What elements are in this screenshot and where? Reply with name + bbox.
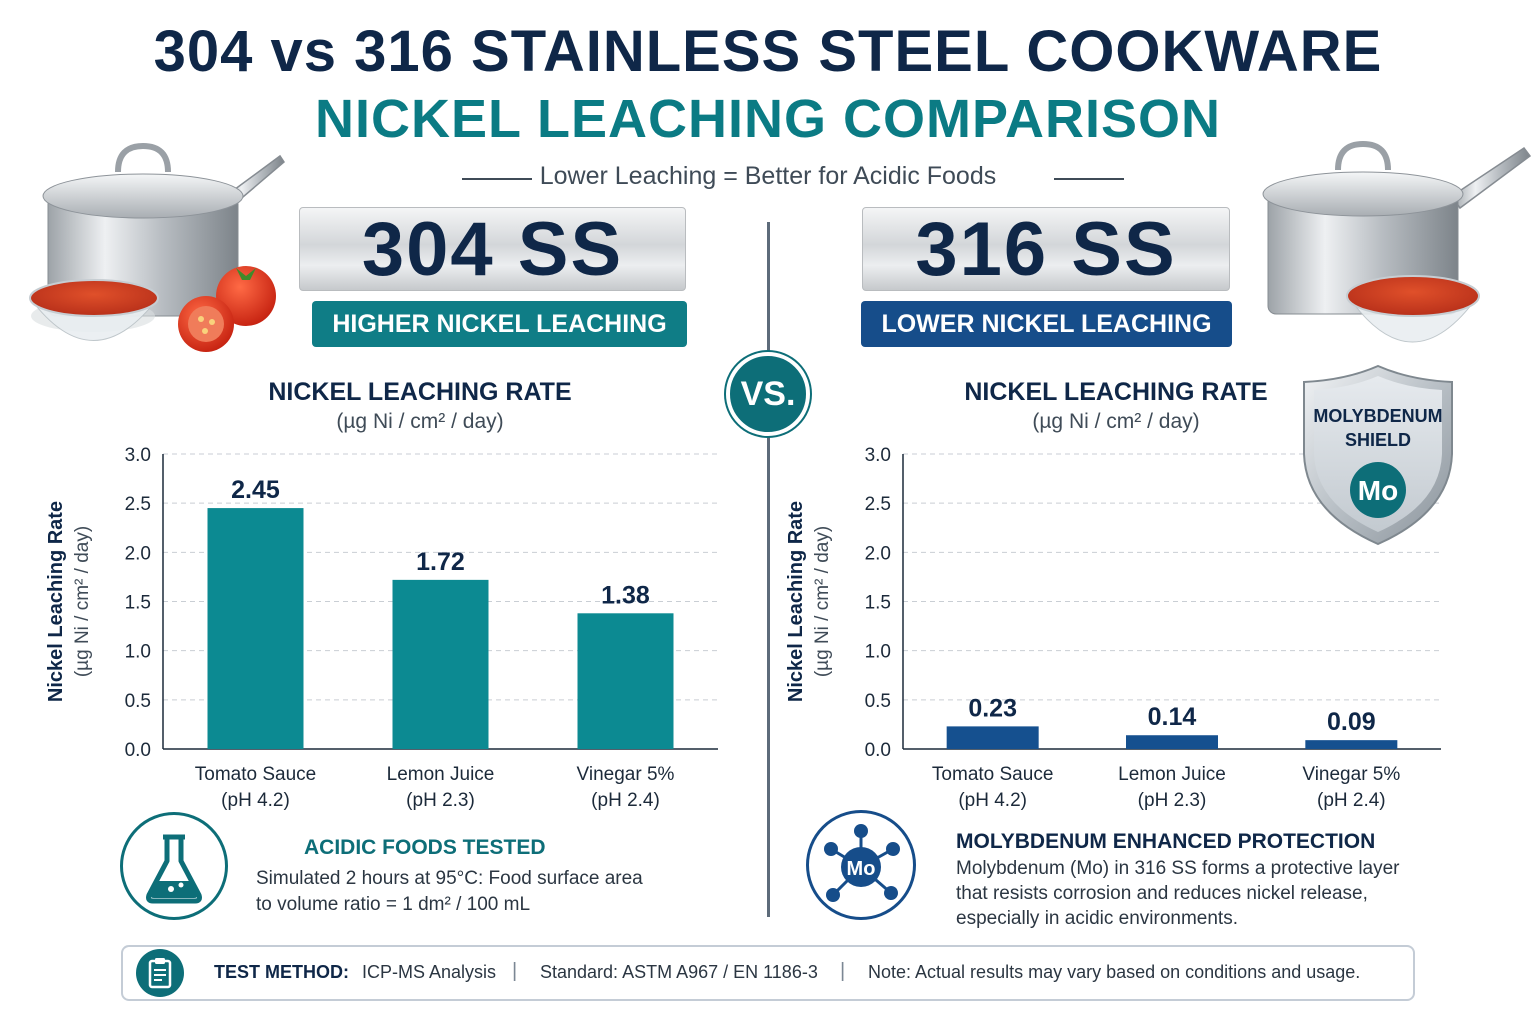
- footer-separator: |: [840, 960, 846, 982]
- steel-grade-304-label: 304 SS: [299, 207, 686, 292]
- left-chart-bar: [207, 508, 304, 749]
- left-chart-y-axis-label: Nickel Leaching Rate: [45, 501, 67, 702]
- left-chart-value-label: 2.45: [231, 476, 280, 504]
- right-chart-title: NICKEL LEACHING RATE: [964, 378, 1268, 406]
- left-chart-value-label: 1.72: [416, 548, 465, 576]
- molybdenum-text-line3: especially in acidic environments.: [956, 908, 1238, 929]
- page-subtitle: NICKEL LEACHING COMPARISON: [314, 89, 1222, 149]
- right-bar-chart: Nickel Leaching Rate (µg Ni / cm² / day) 0…: [785, 445, 1441, 811]
- right-chart-bar: [1305, 740, 1398, 749]
- left-chart-value-label: 1.38: [601, 581, 650, 609]
- molybdenum-shield-icon: MOLYBDENUM SHIELD Mo: [1303, 364, 1453, 546]
- right-chart-y-tick-label: 0.0: [865, 740, 891, 761]
- right-chart-value-label: 0.14: [1148, 703, 1197, 731]
- right-chart-category-label: Tomato Sauce: [932, 764, 1053, 785]
- lower-leaching-badge: LOWER NICKEL LEACHING: [861, 301, 1232, 347]
- vs-divider: [767, 222, 770, 917]
- right-chart-y-tick-label: 2.5: [865, 494, 891, 515]
- test-method-value: ICP-MS Analysis: [362, 962, 497, 982]
- right-chart-bar: [1126, 735, 1218, 749]
- tagline: Lower Leaching = Better for Acidic Foods: [539, 162, 997, 190]
- flask-icon: [146, 834, 202, 904]
- right-chart-y-tick-label: 1.0: [865, 642, 891, 663]
- molybdenum-text-line2: that resists corrosion and reduces nicke…: [956, 883, 1368, 904]
- flask-icon-circle: [120, 812, 228, 920]
- pot-with-tomato-sauce-illustration: [29, 142, 285, 352]
- left-chart-unit: (µg Ni / cm² / day): [336, 410, 504, 433]
- clipboard-icon-circle: [136, 949, 184, 997]
- clipboard-icon: [148, 958, 172, 989]
- molybdenum-text-line1: Molybdenum (Mo) in 316 SS forms a protec…: [956, 858, 1400, 879]
- test-standard: Standard: ASTM A967 / EN 1186-3: [540, 962, 818, 982]
- right-chart-category-label: Lemon Juice: [1118, 764, 1226, 785]
- vs-badge: VS.: [726, 352, 810, 436]
- shield-symbol: Mo: [1358, 475, 1398, 506]
- test-method-footer: [121, 945, 1415, 1001]
- right-chart-y-tick-label: 3.0: [865, 445, 891, 466]
- right-chart-bar: [946, 726, 1039, 749]
- left-chart-category-sublabel: (pH 2.3): [406, 790, 475, 811]
- left-chart-category-label: Tomato Sauce: [195, 764, 316, 785]
- left-chart-title: NICKEL LEACHING RATE: [268, 378, 572, 406]
- left-chart-y-tick-label: 0.0: [125, 740, 151, 761]
- acidic-foods-text-line1: Simulated 2 hours at 95°C: Food surface …: [256, 868, 643, 889]
- right-chart-y-axis-unit: (µg Ni / cm² / day): [812, 526, 833, 677]
- left-chart-bar: [392, 579, 489, 749]
- right-chart-category-sublabel: (pH 2.3): [1138, 790, 1207, 811]
- right-chart-category-sublabel: (pH 2.4): [1317, 790, 1386, 811]
- left-chart-y-axis-unit: (µg Ni / cm² / day): [72, 526, 93, 677]
- steel-grade-316-label: 316 SS: [862, 207, 1230, 292]
- shield-line1: MOLYBDENUM: [1313, 406, 1442, 426]
- test-note: Note: Actual results may vary based on c…: [868, 962, 1361, 982]
- right-chart-y-tick-label: 1.5: [865, 593, 891, 614]
- left-chart-bar: [577, 613, 674, 749]
- right-chart-y-tick-label: 2.0: [865, 543, 891, 564]
- molecule-icon-circle: Mo: [806, 810, 916, 920]
- left-chart-category-sublabel: (pH 4.2): [221, 790, 290, 811]
- pot-with-sauce-illustration: [1262, 140, 1532, 343]
- left-chart-y-tick-label: 0.5: [125, 691, 151, 712]
- left-chart-category-label: Vinegar 5%: [577, 764, 675, 785]
- test-method-label: TEST METHOD:: [214, 962, 349, 982]
- right-chart-y-axis-label: Nickel Leaching Rate: [785, 501, 807, 702]
- molecule-symbol: Mo: [847, 858, 876, 880]
- right-chart-value-label: 0.09: [1327, 708, 1376, 736]
- left-chart-category-label: Lemon Juice: [387, 764, 495, 785]
- molecule-icon: Mo: [824, 824, 900, 902]
- right-chart-value-label: 0.23: [968, 694, 1017, 722]
- page-title: 304 vs 316 STAINLESS STEEL COOKWARE: [153, 19, 1383, 84]
- right-chart-y-tick-label: 0.5: [865, 691, 891, 712]
- left-chart-y-tick-label: 1.0: [125, 642, 151, 663]
- left-chart-y-tick-label: 3.0: [125, 445, 151, 466]
- subtitle-rule-left: [462, 178, 532, 180]
- left-bar-chart: Nickel Leaching Rate (µg Ni / cm² / day) 0…: [45, 445, 718, 811]
- right-chart-category-label: Vinegar 5%: [1302, 764, 1400, 785]
- left-chart-y-tick-label: 2.0: [125, 543, 151, 564]
- left-chart-y-tick-label: 2.5: [125, 494, 151, 515]
- right-chart-category-sublabel: (pH 4.2): [958, 790, 1027, 811]
- subtitle-rule-right: [1054, 178, 1124, 180]
- right-chart-unit: (µg Ni / cm² / day): [1032, 410, 1200, 433]
- left-chart-y-tick-label: 1.5: [125, 593, 151, 614]
- molybdenum-protection-title: MOLYBDENUM ENHANCED PROTECTION: [956, 830, 1376, 853]
- shield-line2: SHIELD: [1345, 430, 1411, 450]
- higher-leaching-badge: HIGHER NICKEL LEACHING: [312, 301, 687, 347]
- acidic-foods-title: ACIDIC FOODS TESTED: [304, 836, 546, 859]
- left-chart-category-sublabel: (pH 2.4): [591, 790, 660, 811]
- acidic-foods-text-line2: to volume ratio = 1 dm² / 100 mL: [256, 894, 531, 915]
- footer-separator: |: [512, 960, 518, 982]
